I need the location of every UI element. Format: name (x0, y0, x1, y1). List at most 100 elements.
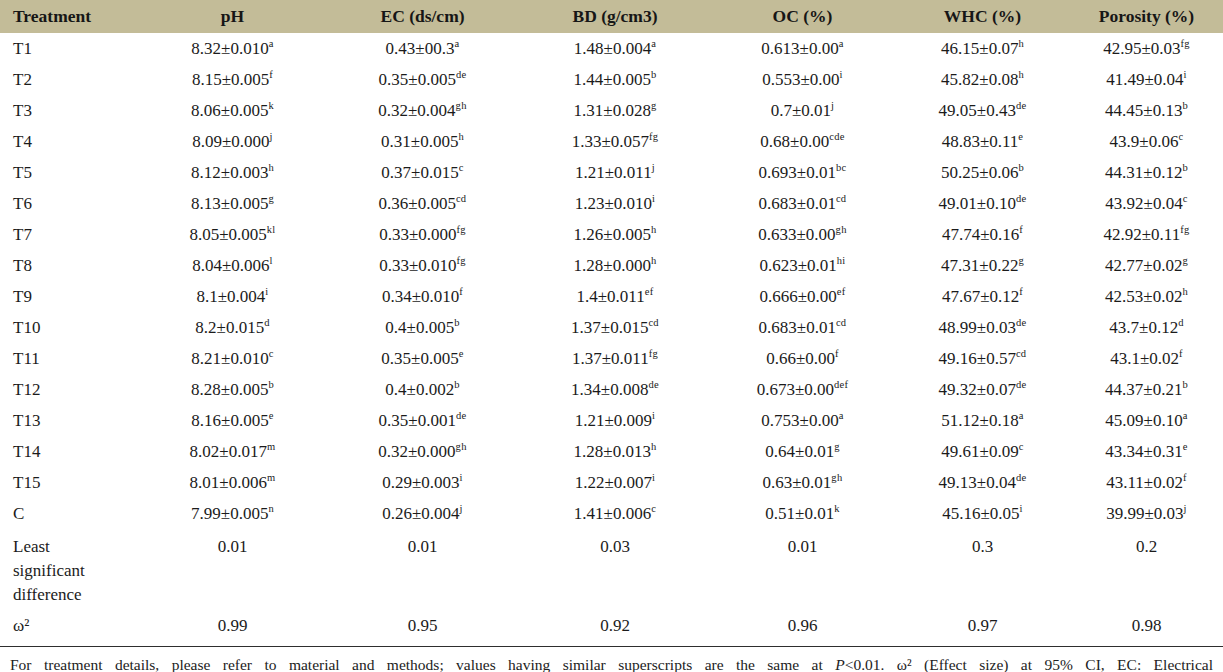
value-cell: 50.25±0.06b (895, 157, 1070, 188)
superscript-group-label: g (651, 100, 657, 111)
summary-value-cell: 0.92 (520, 607, 710, 644)
summary-value-cell: 0.01 (710, 529, 895, 607)
treatment-label: T4 (0, 126, 140, 157)
superscript-group-label: de (1016, 379, 1027, 390)
column-header-ec: EC (ds/cm) (325, 0, 520, 33)
superscript-group-label: j (1184, 503, 1187, 514)
superscript-group-label: b (1018, 162, 1024, 173)
value-cell: 8.01±0.006m (140, 467, 325, 498)
superscript-group-label: fg (649, 348, 658, 359)
value-cell: 43.11±0.02f (1070, 467, 1223, 498)
superscript-group-label: i (652, 410, 655, 421)
table-row: T88.04±0.006l0.33±0.010fg1.28±0.000h0.62… (0, 250, 1223, 281)
value-cell: 0.683±0.01cd (710, 312, 895, 343)
value-cell: 8.02±0.017m (140, 436, 325, 467)
value-cell: 48.99±0.03de (895, 312, 1070, 343)
value-cell: 0.43±00.3a (325, 33, 520, 64)
superscript-group-label: d (1178, 317, 1184, 328)
superscript-group-label: b (651, 69, 657, 80)
summary-value-cell: 0.01 (325, 529, 520, 607)
column-header-whc: WHC (%) (895, 0, 1070, 33)
superscript-group-label: f (1019, 286, 1023, 297)
superscript-group-label: de (456, 410, 467, 421)
superscript-group-label: e (459, 348, 464, 359)
superscript-group-label: cd (1016, 348, 1027, 359)
value-cell: 47.67±0.12f (895, 281, 1070, 312)
value-cell: 43.1±0.02f (1070, 343, 1223, 374)
value-cell: 0.33±0.010fg (325, 250, 520, 281)
value-cell: 0.553±0.00i (710, 64, 895, 95)
value-cell: 0.31±0.005h (325, 126, 520, 157)
value-cell: 0.666±0.00ef (710, 281, 895, 312)
superscript-group-label: e (1018, 131, 1023, 142)
treatment-label: T13 (0, 405, 140, 436)
value-cell: 51.12±0.18a (895, 405, 1070, 436)
table-row: T118.21±0.010c0.35±0.005e1.37±0.011fg0.6… (0, 343, 1223, 374)
value-cell: 43.7±0.12d (1070, 312, 1223, 343)
treatment-label: T5 (0, 157, 140, 188)
column-header-oc: OC (%) (710, 0, 895, 33)
superscript-group-label: fg (649, 131, 658, 142)
table-row: T138.16±0.005e0.35±0.001de1.21±0.009i0.7… (0, 405, 1223, 436)
value-cell: 42.92±0.11fg (1070, 219, 1223, 250)
treatment-label: T9 (0, 281, 140, 312)
value-cell: 1.21±0.009i (520, 405, 710, 436)
superscript-group-label: cd (836, 193, 847, 204)
table-row: T128.28±0.005b0.4±0.002b1.34±0.008de0.67… (0, 374, 1223, 405)
superscript-group-label: h (1182, 286, 1188, 297)
superscript-group-label: h (1018, 69, 1024, 80)
value-cell: 1.37±0.015cd (520, 312, 710, 343)
superscript-group-label: c (1183, 193, 1188, 204)
superscript-group-label: a (1183, 410, 1188, 421)
table-footnote: For treatment details, please refer to m… (0, 646, 1223, 672)
value-cell: 1.31±0.028g (520, 95, 710, 126)
summary-value-cell: 0.03 (520, 529, 710, 607)
table-row: T98.1±0.004i0.34±0.010f1.4±0.011ef0.666±… (0, 281, 1223, 312)
superscript-group-label: c (269, 348, 274, 359)
superscript-group-label: cde (829, 131, 844, 142)
value-cell: 0.623±0.01hi (710, 250, 895, 281)
value-cell: 45.82±0.08h (895, 64, 1070, 95)
value-cell: 0.32±0.004gh (325, 95, 520, 126)
value-cell: 8.32±0.010a (140, 33, 325, 64)
value-cell: 1.33±0.057fg (520, 126, 710, 157)
superscript-group-label: de (456, 69, 467, 80)
superscript-group-label: bc (836, 162, 847, 173)
column-header-ph: pH (140, 0, 325, 33)
superscript-group-label: n (268, 503, 274, 514)
table-header: Treatment pH EC (ds/cm) BD (g/cm3) OC (%… (0, 0, 1223, 33)
superscript-group-label: m (267, 472, 275, 483)
value-cell: 49.32±0.07de (895, 374, 1070, 405)
value-cell: 0.68±0.00cde (710, 126, 895, 157)
column-header-porosity: Porosity (%) (1070, 0, 1223, 33)
superscript-group-label: h (268, 162, 274, 173)
value-cell: 44.45±0.13b (1070, 95, 1223, 126)
value-cell: 0.693±0.01bc (710, 157, 895, 188)
superscript-group-label: j (831, 100, 834, 111)
value-cell: 1.23±0.010i (520, 188, 710, 219)
summary-value-cell: 0.95 (325, 607, 520, 644)
summary-row: Least significant difference0.010.010.03… (0, 529, 1223, 607)
table-row: T48.09±0.000j0.31±0.005h1.33±0.057fg0.68… (0, 126, 1223, 157)
value-cell: 41.49±0.04i (1070, 64, 1223, 95)
value-cell: 48.83±0.11e (895, 126, 1070, 157)
summary-value-cell: 0.98 (1070, 607, 1223, 644)
treatment-label: T6 (0, 188, 140, 219)
treatment-label: C (0, 498, 140, 529)
value-cell: 1.41±0.006c (520, 498, 710, 529)
value-cell: 8.09±0.000j (140, 126, 325, 157)
value-cell: 0.29±0.003i (325, 467, 520, 498)
superscript-group-label: hi (837, 255, 846, 266)
value-cell: 8.21±0.010c (140, 343, 325, 374)
table-header-row: Treatment pH EC (ds/cm) BD (g/cm3) OC (%… (0, 0, 1223, 33)
value-cell: 49.01±0.10de (895, 188, 1070, 219)
superscript-group-label: e (1183, 441, 1188, 452)
superscript-group-label: b (454, 317, 460, 328)
superscript-group-label: h (1018, 38, 1024, 49)
column-header-bd: BD (g/cm3) (520, 0, 710, 33)
superscript-group-label: def (834, 379, 848, 390)
summary-value-cell: 0.01 (140, 529, 325, 607)
superscript-group-label: a (454, 38, 459, 49)
table-row: T28.15±0.005f0.35±0.005de1.44±0.005b0.55… (0, 64, 1223, 95)
superscript-group-label: cd (836, 317, 847, 328)
